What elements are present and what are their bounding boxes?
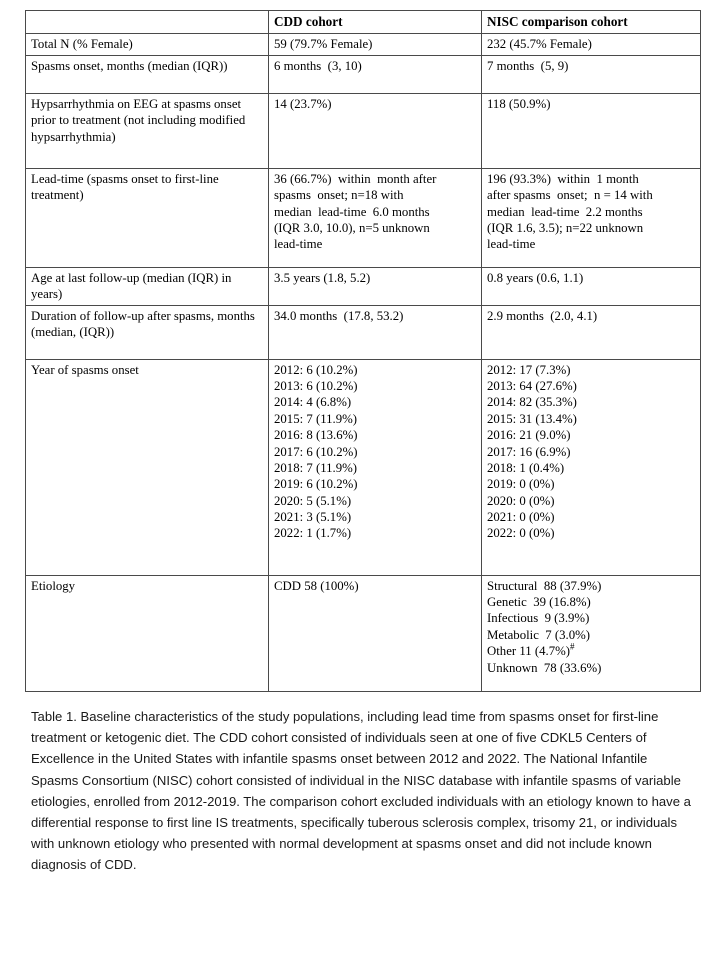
cell-line: 2017: 6 (10.2%)	[274, 444, 358, 459]
cell-cdd-spasms-onset: 6 months (3, 10)	[268, 54, 482, 94]
cell-line: 2020: 0 (0%)	[487, 493, 555, 508]
cell-line: 2018: 1 (0.4%)	[487, 460, 565, 475]
row-label-age-last-followup: Age at last follow-up (median (IQR) in y…	[25, 266, 269, 306]
row-label-lead-time: Lead-time (spasms onset to first-line tr…	[25, 167, 269, 268]
cell-line: 2013: 64 (27.6%)	[487, 379, 577, 394]
cell-line: 2019: 0 (0%)	[487, 477, 555, 492]
cell-line: 2015: 31 (13.4%)	[487, 411, 577, 426]
table-row: Spasms onset, months (median (IQR)) 6 mo…	[25, 54, 701, 94]
cell-nisc-year-spasms-onset: 2012: 17 (7.3%) 2013: 64 (27.6%) 2014: 8…	[481, 358, 701, 576]
cell-cdd-lead-time: 36 (66.7%) within month after spasms ons…	[268, 167, 482, 268]
cell-line: Structural 88 (37.9%)	[487, 578, 602, 593]
table-row: Hypsarrhythmia on EEG at spasms onset pr…	[25, 92, 701, 169]
row-label-hypsarrhythmia: Hypsarrhythmia on EEG at spasms onset pr…	[25, 92, 269, 169]
table-row: Etiology CDD 58 (100%) Structural 88 (37…	[25, 574, 701, 692]
cell-line: 3.5 years (1.8, 5.2)	[274, 270, 371, 285]
column-header-nisc-cohort: NISC comparison cohort	[481, 10, 701, 34]
cell-line: median lead-time 6.0 months	[274, 204, 430, 219]
cell-line: 2020: 5 (5.1%)	[274, 493, 352, 508]
cell-line: 7 months (5, 9)	[487, 58, 569, 73]
cell-line: 232 (45.7% Female)	[487, 36, 592, 51]
cell-line-with-footnote: Other 11 (4.7%)#	[487, 641, 696, 659]
cell-line: 14 (23.7%)	[274, 96, 332, 111]
cell-line: 36 (66.7%) within month after	[274, 171, 437, 186]
cell-cdd-etiology: CDD 58 (100%)	[268, 574, 482, 692]
cell-line: 196 (93.3%) within 1 month	[487, 171, 639, 186]
table-row: Age at last follow-up (median (IQR) in y…	[25, 266, 701, 306]
cell-nisc-duration-followup: 2.9 months (2.0, 4.1)	[481, 304, 701, 360]
cell-line: lead-time	[487, 237, 536, 252]
cell-nisc-age-last-followup: 0.8 years (0.6, 1.1)	[481, 266, 701, 306]
row-label-spasms-onset: Spasms onset, months (median (IQR))	[25, 54, 269, 94]
cell-line: 118 (50.9%)	[487, 96, 551, 111]
cell-nisc-hypsarrhythmia: 118 (50.9%)	[481, 92, 701, 169]
cell-line: 2013: 6 (10.2%)	[274, 379, 358, 394]
cell-line: median lead-time 2.2 months	[487, 204, 643, 219]
cell-line: 2019: 6 (10.2%)	[274, 477, 358, 492]
row-label-duration-followup: Duration of follow-up after spasms, mont…	[25, 304, 269, 360]
cell-line: 2017: 16 (6.9%)	[487, 444, 571, 459]
row-label-total-n: Total N (% Female)	[25, 32, 269, 56]
footnote-marker-hash: #	[570, 641, 575, 652]
cell-nisc-spasms-onset: 7 months (5, 9)	[481, 54, 701, 94]
cell-nisc-etiology: Structural 88 (37.9%) Genetic 39 (16.8%)…	[481, 574, 701, 692]
table-row: Year of spasms onset 2012: 6 (10.2%) 201…	[25, 358, 701, 576]
cell-line: 0.8 years (0.6, 1.1)	[487, 270, 584, 285]
column-header-blank	[25, 10, 269, 34]
cell-line: 2016: 8 (13.6%)	[274, 428, 358, 443]
table-caption: Table 1. Baseline characteristics of the…	[31, 709, 691, 873]
cell-line: CDD 58 (100%)	[274, 578, 359, 593]
cell-line: 6 months (3, 10)	[274, 58, 362, 73]
cell-line-text: Other 11 (4.7%)	[487, 644, 571, 659]
cell-cdd-total-n: 59 (79.7% Female)	[268, 32, 482, 56]
cell-line: spasms onset; n=18 with	[274, 188, 404, 203]
cell-line: Metabolic 7 (3.0%)	[487, 627, 591, 642]
row-label-etiology: Etiology	[25, 574, 269, 692]
cell-line: 2021: 0 (0%)	[487, 510, 555, 525]
cell-line: 59 (79.7% Female)	[274, 36, 373, 51]
cell-line: Genetic 39 (16.8%)	[487, 595, 591, 610]
cell-line: 2022: 0 (0%)	[487, 526, 555, 541]
cell-line: lead-time	[274, 237, 323, 252]
cell-line: 2014: 4 (6.8%)	[274, 395, 352, 410]
table-header-row: CDD cohort NISC comparison cohort	[25, 10, 701, 34]
cell-line: 2014: 82 (35.3%)	[487, 395, 577, 410]
cell-nisc-total-n: 232 (45.7% Female)	[481, 32, 701, 56]
cell-line: 2022: 1 (1.7%)	[274, 526, 352, 541]
table-row: Lead-time (spasms onset to first-line tr…	[25, 167, 701, 268]
table-header: CDD cohort NISC comparison cohort	[25, 10, 701, 34]
baseline-characteristics-table: CDD cohort NISC comparison cohort Total …	[25, 10, 701, 692]
row-label-year-spasms-onset: Year of spasms onset	[25, 358, 269, 576]
cell-cdd-duration-followup: 34.0 months (17.8, 53.2)	[268, 304, 482, 360]
cell-line: 2012: 6 (10.2%)	[274, 362, 358, 377]
cell-line: 2021: 3 (5.1%)	[274, 510, 352, 525]
cell-cdd-age-last-followup: 3.5 years (1.8, 5.2)	[268, 266, 482, 306]
table-body: Total N (% Female) 59 (79.7% Female) 232…	[25, 32, 701, 692]
cell-line: Unknown 78 (33.6%)	[487, 660, 602, 675]
cell-line: 2012: 17 (7.3%)	[487, 362, 571, 377]
cell-line: 2016: 21 (9.0%)	[487, 428, 571, 443]
cell-line: 2018: 7 (11.9%)	[274, 460, 358, 475]
cell-line: (IQR 3.0, 10.0), n=5 unknown	[274, 221, 430, 236]
cell-line: 2.9 months (2.0, 4.1)	[487, 308, 598, 323]
cell-line: Infectious 9 (3.9%)	[487, 611, 590, 626]
table-container: CDD cohort NISC comparison cohort Total …	[25, 10, 701, 692]
cell-cdd-year-spasms-onset: 2012: 6 (10.2%) 2013: 6 (10.2%) 2014: 4 …	[268, 358, 482, 576]
column-header-cdd-cohort: CDD cohort	[268, 10, 482, 34]
table-row: Duration of follow-up after spasms, mont…	[25, 304, 701, 360]
cell-line: after spasms onset; n = 14 with	[487, 188, 653, 203]
cell-line: (IQR 1.6, 3.5); n=22 unknown	[487, 221, 644, 236]
cell-nisc-lead-time: 196 (93.3%) within 1 month after spasms …	[481, 167, 701, 268]
cell-line: 2015: 7 (11.9%)	[274, 411, 358, 426]
table-row: Total N (% Female) 59 (79.7% Female) 232…	[25, 32, 701, 56]
cell-cdd-hypsarrhythmia: 14 (23.7%)	[268, 92, 482, 169]
cell-line: 34.0 months (17.8, 53.2)	[274, 308, 404, 323]
